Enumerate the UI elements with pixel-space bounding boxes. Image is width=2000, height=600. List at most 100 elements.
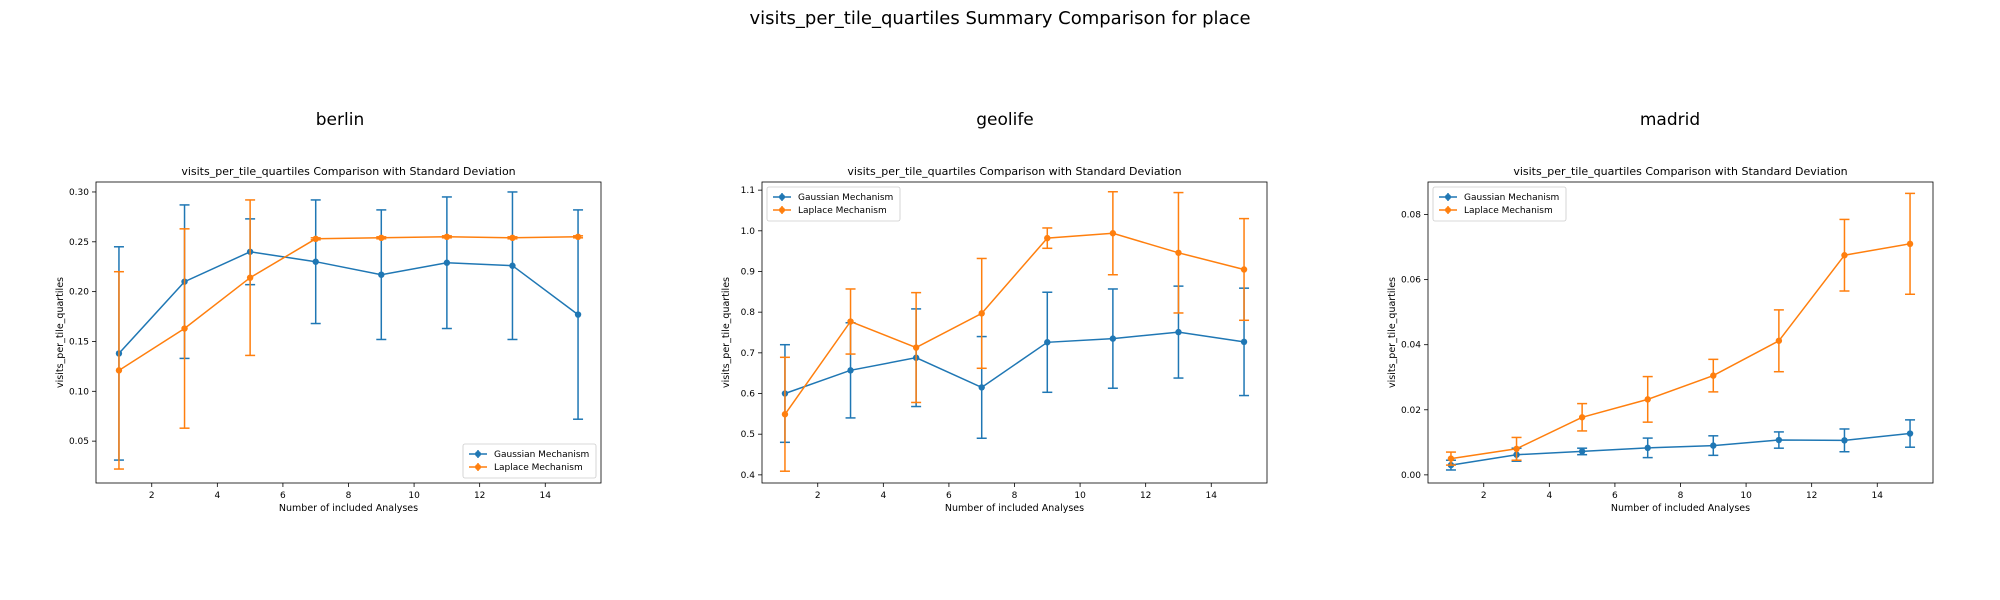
data-point — [1109, 230, 1117, 237]
plot-area — [779, 191, 1250, 472]
x-tick-label: 2 — [1481, 491, 1487, 501]
x-tick-label: 14 — [540, 491, 552, 501]
y-axis-label: visits_per_tile_quartiles — [1387, 277, 1398, 388]
data-point — [115, 367, 123, 374]
y-tick-label: 0.04 — [1401, 341, 1421, 351]
data-point — [1841, 252, 1848, 259]
plot-frame — [95, 181, 602, 484]
plot-frame — [1427, 181, 1934, 484]
x-axis-label: Number of included Analyses — [945, 503, 1084, 514]
data-point — [574, 311, 582, 318]
data-point — [509, 262, 516, 269]
chart-berlin: visits_per_tile_quartiles Comparison wit… — [55, 165, 602, 514]
series-laplace-mechanism — [113, 199, 584, 470]
data-point — [1175, 249, 1182, 256]
legend: Gaussian Mechanism Laplace Mechanism — [462, 443, 597, 479]
legend-box — [1432, 186, 1567, 222]
legend-label: Gaussian Mechanism — [798, 193, 893, 203]
legend: Gaussian Mechanism Laplace Mechanism — [1432, 186, 1567, 222]
series-line — [784, 331, 1245, 395]
data-point — [443, 233, 451, 241]
data-point — [781, 411, 789, 418]
legend-swatch-marker — [475, 451, 481, 457]
panel-title-madrid: madrid — [1639, 110, 1701, 130]
plot-area — [1445, 192, 1916, 471]
plot-area — [113, 191, 584, 470]
series-line — [118, 251, 579, 354]
y-tick-label: 0.8 — [741, 308, 756, 318]
series-line — [1450, 432, 1911, 466]
series-gaussian-mechanism — [1445, 419, 1916, 471]
data-point — [509, 234, 516, 242]
y-tick-label: 0.5 — [741, 430, 755, 440]
panel-title-geolife: geolife — [976, 110, 1034, 130]
chart-title: visits_per_tile_quartiles Comparison wit… — [847, 165, 1181, 178]
chart-geolife: visits_per_tile_quartiles Comparison wit… — [721, 165, 1268, 514]
legend: Gaussian Mechanism Laplace Mechanism — [766, 186, 901, 222]
data-point — [443, 259, 451, 266]
legend-label: Gaussian Mechanism — [494, 450, 589, 460]
x-tick-label: 6 — [280, 491, 286, 501]
data-point — [1710, 442, 1717, 449]
legend-swatch-marker — [475, 464, 481, 470]
data-point — [847, 367, 854, 374]
y-axis-label: visits_per_tile_quartiles — [55, 277, 66, 388]
chart-title: visits_per_tile_quartiles Comparison wit… — [1513, 165, 1847, 178]
x-tick-label: 4 — [1546, 491, 1552, 501]
x-tick-label: 10 — [408, 491, 420, 501]
x-tick-label: 4 — [214, 491, 220, 501]
legend-swatch-marker — [1445, 207, 1451, 213]
series-laplace-mechanism — [779, 191, 1250, 472]
x-tick-label: 14 — [1872, 491, 1884, 501]
y-tick-label: 1.0 — [741, 227, 756, 237]
y-tick-label: 1.1 — [741, 186, 755, 196]
y-axis-label: visits_per_tile_quartiles — [721, 277, 732, 388]
data-point — [574, 233, 582, 241]
data-point — [1175, 328, 1182, 336]
series-line — [1450, 243, 1911, 460]
x-tick-label: 12 — [1140, 491, 1151, 501]
y-tick-label: 0.30 — [69, 188, 89, 198]
data-point — [1240, 266, 1248, 273]
series-line — [784, 232, 1245, 415]
legend-swatch-marker — [1445, 194, 1451, 200]
data-point — [1906, 240, 1914, 248]
data-point — [847, 318, 854, 325]
data-point — [1513, 445, 1520, 453]
x-tick-label: 6 — [1612, 491, 1618, 501]
data-point — [912, 344, 920, 351]
data-point — [1578, 414, 1586, 421]
chart-title: visits_per_tile_quartiles Comparison wit… — [181, 165, 515, 178]
y-tick-label: 0.15 — [69, 337, 89, 347]
x-tick-label: 10 — [1740, 491, 1752, 501]
data-point — [1044, 339, 1051, 346]
y-tick-label: 0.6 — [741, 390, 756, 400]
x-tick-label: 6 — [946, 491, 952, 501]
panel-title-berlin: berlin — [315, 110, 365, 130]
legend-label: Laplace Mechanism — [798, 206, 887, 216]
y-tick-label: 0.00 — [1401, 471, 1421, 481]
series-laplace-mechanism — [1445, 192, 1916, 466]
figure-suptitle: visits_per_tile_quartiles Summary Compar… — [749, 8, 1251, 29]
legend-box — [462, 443, 597, 479]
y-tick-label: 0.08 — [1401, 211, 1421, 221]
legend-label: Laplace Mechanism — [494, 463, 583, 473]
data-point — [246, 274, 254, 281]
x-tick-label: 2 — [149, 491, 155, 501]
x-tick-label: 12 — [1806, 491, 1817, 501]
data-point — [1447, 455, 1455, 462]
y-tick-label: 0.4 — [741, 471, 756, 481]
chart-madrid: visits_per_tile_quartiles Comparison wit… — [1387, 165, 1934, 514]
y-tick-label: 0.7 — [741, 349, 755, 359]
data-point — [1644, 444, 1651, 452]
data-point — [1044, 234, 1051, 242]
x-tick-label: 8 — [1678, 491, 1684, 501]
data-point — [1775, 436, 1783, 444]
y-tick-label: 0.06 — [1401, 276, 1421, 286]
data-point — [312, 235, 319, 243]
x-tick-label: 14 — [1206, 491, 1218, 501]
x-tick-label: 12 — [474, 491, 485, 501]
data-point — [312, 258, 319, 265]
